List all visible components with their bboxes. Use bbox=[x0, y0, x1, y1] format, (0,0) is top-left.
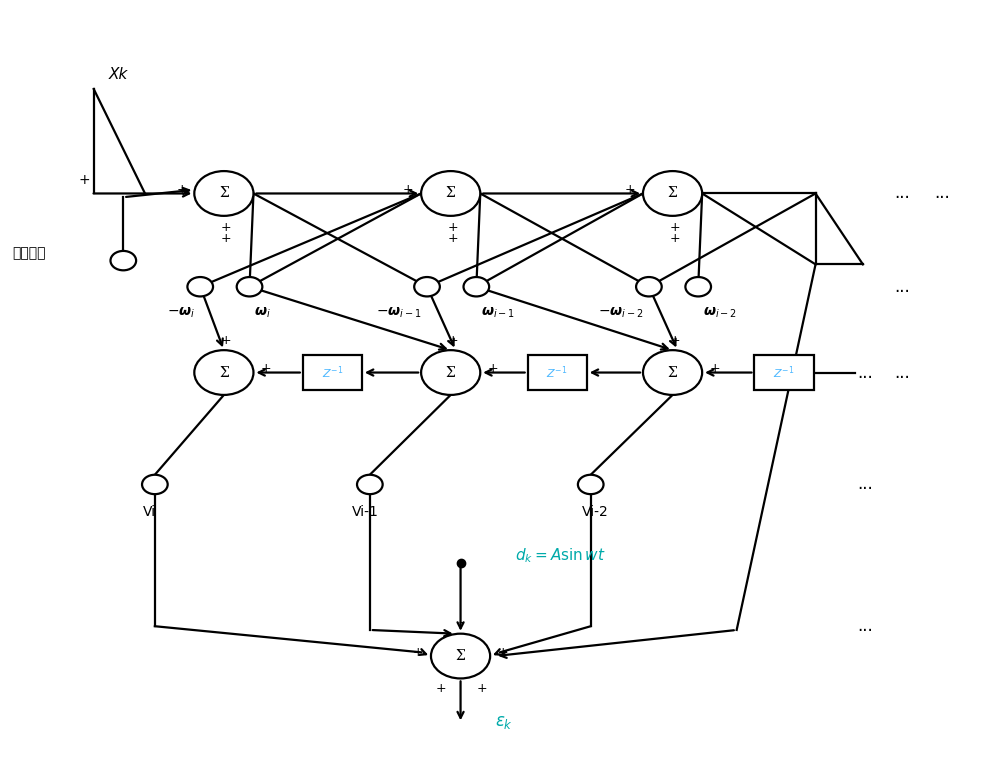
Text: +: + bbox=[78, 173, 90, 187]
Text: $-\boldsymbol{\omega}_i$: $-\boldsymbol{\omega}_i$ bbox=[167, 306, 195, 320]
Text: +: + bbox=[710, 363, 720, 375]
Circle shape bbox=[194, 350, 253, 395]
Text: -: - bbox=[458, 617, 463, 631]
Circle shape bbox=[414, 277, 440, 296]
Circle shape bbox=[431, 634, 490, 679]
Text: +: + bbox=[669, 232, 680, 245]
Text: $-\boldsymbol{\omega}_{i-2}$: $-\boldsymbol{\omega}_{i-2}$ bbox=[598, 306, 644, 320]
Circle shape bbox=[142, 475, 168, 494]
Text: +: + bbox=[669, 334, 680, 347]
Text: $Z^{-1}$: $Z^{-1}$ bbox=[546, 364, 568, 381]
Text: Σ: Σ bbox=[446, 366, 456, 379]
Text: Vi-2: Vi-2 bbox=[582, 505, 609, 519]
Text: ...: ... bbox=[857, 617, 873, 635]
Text: Σ: Σ bbox=[446, 186, 456, 201]
Text: +: + bbox=[221, 334, 231, 347]
Circle shape bbox=[194, 171, 253, 216]
Circle shape bbox=[357, 475, 383, 494]
Text: $\boldsymbol{\omega}_{i-2}$: $\boldsymbol{\omega}_{i-2}$ bbox=[703, 306, 737, 320]
Text: ...: ... bbox=[894, 277, 910, 296]
Text: +: + bbox=[221, 220, 231, 233]
Text: +: + bbox=[625, 183, 635, 196]
Text: $\boldsymbol{\omega}_i$: $\boldsymbol{\omega}_i$ bbox=[254, 306, 271, 320]
Circle shape bbox=[643, 350, 702, 395]
Text: ...: ... bbox=[934, 185, 950, 202]
Text: +: + bbox=[669, 220, 680, 233]
Bar bbox=[303, 356, 362, 390]
Text: ...: ... bbox=[857, 476, 873, 493]
Text: +: + bbox=[447, 232, 458, 245]
Text: +: + bbox=[413, 646, 423, 659]
Text: $Z^{-1}$: $Z^{-1}$ bbox=[322, 364, 343, 381]
Text: $\boldsymbol{\omega}_{i-1}$: $\boldsymbol{\omega}_{i-1}$ bbox=[481, 306, 515, 320]
Bar bbox=[528, 356, 587, 390]
Circle shape bbox=[421, 171, 480, 216]
Text: $d_k = A\sin wt$: $d_k = A\sin wt$ bbox=[515, 546, 606, 565]
Text: $-\boldsymbol{\omega}_{i-1}$: $-\boldsymbol{\omega}_{i-1}$ bbox=[376, 306, 422, 320]
Circle shape bbox=[421, 350, 480, 395]
Text: Σ: Σ bbox=[668, 186, 677, 201]
Text: ...: ... bbox=[894, 185, 910, 202]
Circle shape bbox=[636, 277, 662, 296]
Text: Σ: Σ bbox=[668, 366, 677, 379]
Text: Σ: Σ bbox=[456, 649, 465, 663]
Circle shape bbox=[643, 171, 702, 216]
Text: Σ: Σ bbox=[219, 186, 229, 201]
Bar bbox=[754, 356, 814, 390]
Text: Vi-1: Vi-1 bbox=[351, 505, 378, 519]
Text: ...: ... bbox=[857, 363, 873, 382]
Text: +: + bbox=[447, 334, 458, 347]
Text: 随机信号: 随机信号 bbox=[12, 246, 45, 260]
Text: +: + bbox=[436, 682, 446, 695]
Text: +: + bbox=[403, 183, 414, 196]
Text: $Z^{-1}$: $Z^{-1}$ bbox=[773, 364, 795, 381]
Text: Vi: Vi bbox=[143, 505, 156, 519]
Text: +: + bbox=[488, 363, 498, 375]
Circle shape bbox=[685, 277, 711, 296]
Text: Σ: Σ bbox=[219, 366, 229, 379]
Circle shape bbox=[237, 277, 262, 296]
Circle shape bbox=[578, 475, 604, 494]
Text: +: + bbox=[176, 183, 187, 196]
Text: +: + bbox=[447, 220, 458, 233]
Text: +: + bbox=[498, 646, 508, 659]
Circle shape bbox=[110, 251, 136, 271]
Circle shape bbox=[187, 277, 213, 296]
Circle shape bbox=[464, 277, 489, 296]
Text: +: + bbox=[221, 232, 231, 245]
Text: $\varepsilon_k$: $\varepsilon_k$ bbox=[495, 713, 513, 730]
Text: Xk: Xk bbox=[109, 67, 128, 81]
Text: ...: ... bbox=[894, 363, 910, 382]
Text: +: + bbox=[477, 682, 488, 695]
Text: +: + bbox=[261, 363, 272, 375]
